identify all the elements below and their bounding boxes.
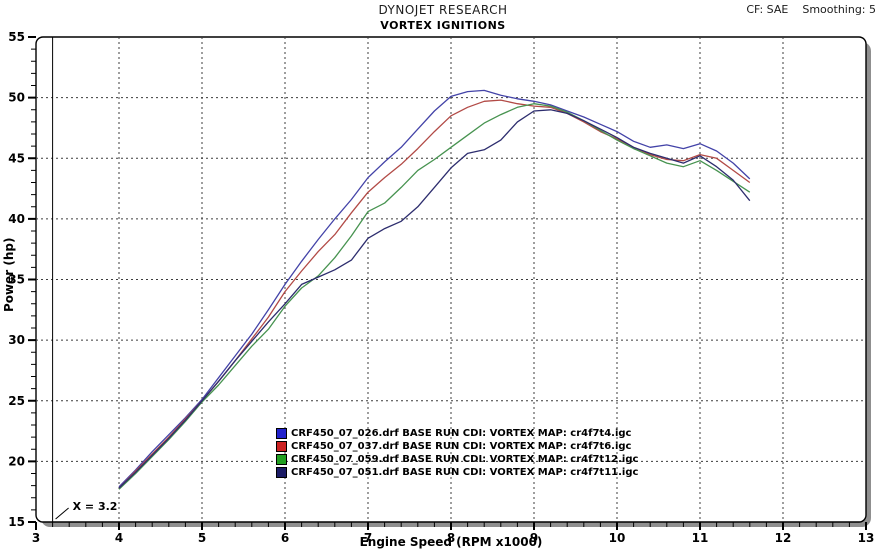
dyno-curve-4 (118, 109, 751, 489)
x-tick-label: 8 (447, 531, 455, 545)
x-tick-label: 10 (609, 531, 626, 545)
legend: CRF450_07_026.drf BASE RUN CDI: VORTEX M… (276, 427, 638, 479)
legend-label: CRF450_07_051.drf BASE RUN CDI: VORTEX M… (291, 467, 639, 478)
legend-swatch (276, 428, 287, 439)
correction-factor: CF: SAE (746, 3, 789, 16)
y-tick-label: 30 (8, 333, 25, 347)
report-company: DYNOJET RESEARCH (378, 3, 508, 17)
y-axis-title: Power (hp) (2, 237, 16, 313)
legend-label: CRF450_07_059.drf BASE RUN CDI: VORTEX M… (291, 454, 639, 465)
y-tick-label: 50 (8, 91, 25, 105)
x-tick-label: 3 (32, 531, 40, 545)
legend-label: CRF450_07_037.drf BASE RUN CDI: VORTEX M… (291, 441, 632, 452)
x-tick-label: 5 (198, 531, 206, 545)
y-tick-label: 55 (8, 30, 25, 44)
y-tick-label: 20 (8, 454, 25, 468)
legend-label: CRF450_07_026.drf BASE RUN CDI: VORTEX M… (291, 428, 632, 439)
dyno-curve-3 (118, 103, 751, 490)
x-tick-label: 6 (281, 531, 289, 545)
legend-item-1[interactable]: CRF450_07_026.drf BASE RUN CDI: VORTEX M… (276, 427, 638, 440)
legend-item-2[interactable]: CRF450_07_037.drf BASE RUN CDI: VORTEX M… (276, 440, 638, 453)
x-tick-label: 11 (692, 531, 709, 545)
y-tick-label: 15 (8, 515, 25, 529)
x-tick-label: 7 (364, 531, 372, 545)
y-tick-label: 40 (8, 212, 25, 226)
x-tick-label: 12 (775, 531, 792, 545)
smoothing-value: Smoothing: 5 (802, 3, 876, 16)
y-tick-label: 25 (8, 394, 25, 408)
y-tick-label: 35 (8, 273, 25, 287)
report-title: VORTEX IGNITIONS (380, 19, 506, 32)
x-tick-label: 13 (858, 531, 875, 545)
cursor-annotation: X = 3.2 (73, 500, 118, 513)
legend-swatch (276, 467, 287, 478)
legend-swatch (276, 441, 287, 452)
legend-swatch (276, 454, 287, 465)
legend-item-3[interactable]: CRF450_07_059.drf BASE RUN CDI: VORTEX M… (276, 453, 638, 466)
x-tick-label: 9 (530, 531, 538, 545)
cursor-annotation-pointer (55, 507, 69, 520)
legend-item-4[interactable]: CRF450_07_051.drf BASE RUN CDI: VORTEX M… (276, 466, 638, 479)
x-tick-label: 4 (115, 531, 123, 545)
dyno-curve-1 (118, 89, 751, 488)
x-axis-title: Engine Speed (RPM x1000) (359, 535, 543, 549)
y-tick-label: 45 (8, 151, 25, 165)
correction-info: CF: SAE Smoothing: 5 (746, 3, 876, 16)
